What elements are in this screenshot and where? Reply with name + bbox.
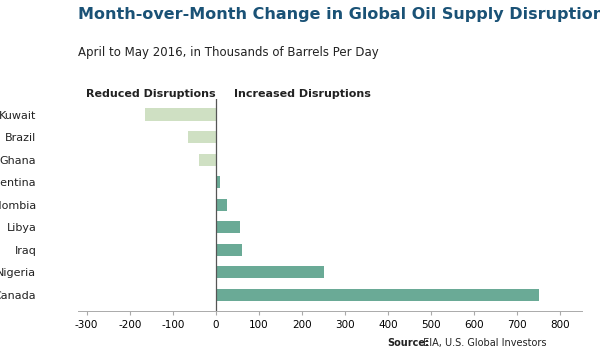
Bar <box>145 108 216 121</box>
Bar <box>188 131 216 143</box>
Text: Reduced Disruptions: Reduced Disruptions <box>86 89 216 99</box>
Bar <box>216 244 242 256</box>
Text: April to May 2016, in Thousands of Barrels Per Day: April to May 2016, in Thousands of Barre… <box>78 46 379 59</box>
Text: Month-over-Month Change in Global Oil Supply Disruptions: Month-over-Month Change in Global Oil Su… <box>78 7 600 22</box>
Bar <box>216 289 539 301</box>
Text: EIA, U.S. Global Investors: EIA, U.S. Global Investors <box>420 338 547 348</box>
Bar <box>216 176 220 189</box>
Bar <box>216 198 227 211</box>
Text: Source:: Source: <box>387 338 429 348</box>
Bar <box>216 266 323 279</box>
Bar <box>216 221 239 233</box>
Bar <box>199 154 216 166</box>
Text: Increased Disruptions: Increased Disruptions <box>233 89 370 99</box>
